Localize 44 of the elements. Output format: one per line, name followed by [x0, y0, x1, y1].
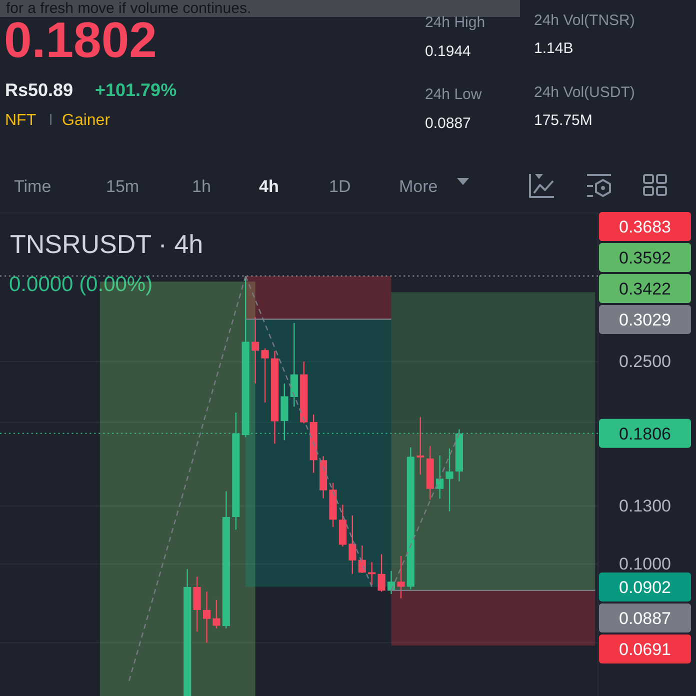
candlestick — [416, 416, 424, 476]
text: 15m — [106, 177, 140, 196]
text: 0.0887 — [619, 608, 671, 628]
candlestick — [212, 599, 220, 629]
text: Gainer — [62, 112, 111, 129]
candlestick — [261, 348, 269, 404]
text: 1D — [329, 177, 351, 196]
text: 24h Vol(USDT) — [534, 84, 635, 101]
text: 1.14B — [534, 40, 574, 57]
y-tick-label: 0.1300 — [619, 496, 671, 516]
y-tick-label: 0.1000 — [619, 554, 671, 574]
text: 175.75M — [534, 112, 592, 129]
text: TNSRUSDT · 4h — [10, 229, 204, 259]
text: 0.1802 — [4, 12, 157, 68]
candlestick — [378, 554, 386, 592]
text: 0.0902 — [619, 578, 671, 596]
candlestick — [436, 454, 444, 500]
text: 1h — [192, 177, 211, 196]
text: 24h High — [425, 14, 486, 31]
text: 0.3422 — [619, 279, 671, 298]
text: 24h Low — [425, 86, 482, 103]
candlestick — [446, 448, 454, 512]
text: 24h Vol(TNSR) — [534, 12, 635, 29]
text: 0.1944 — [425, 43, 471, 60]
text: 0.0887 — [425, 115, 471, 132]
text: 0.3592 — [619, 248, 671, 267]
y-tick-label: 0.2500 — [619, 352, 671, 372]
text: 0.3029 — [619, 310, 671, 329]
candlestick — [397, 555, 405, 599]
text: Time — [14, 177, 52, 196]
candlestick — [252, 316, 260, 384]
text: 0.3683 — [619, 217, 671, 236]
candlestick — [193, 576, 201, 632]
candlestick — [202, 591, 211, 644]
candlestick — [348, 514, 356, 575]
text: 0.0691 — [619, 640, 671, 658]
ref-line-label: 0.1806 — [619, 424, 671, 443]
text: 4h — [259, 177, 279, 196]
text: +101.79% — [95, 80, 177, 100]
text: Rs50.89 — [5, 80, 74, 100]
text: NFT — [5, 112, 36, 129]
text: More — [399, 177, 438, 196]
candlestick — [290, 322, 298, 408]
annotation: 0.0000 (0.00%) — [9, 273, 153, 296]
